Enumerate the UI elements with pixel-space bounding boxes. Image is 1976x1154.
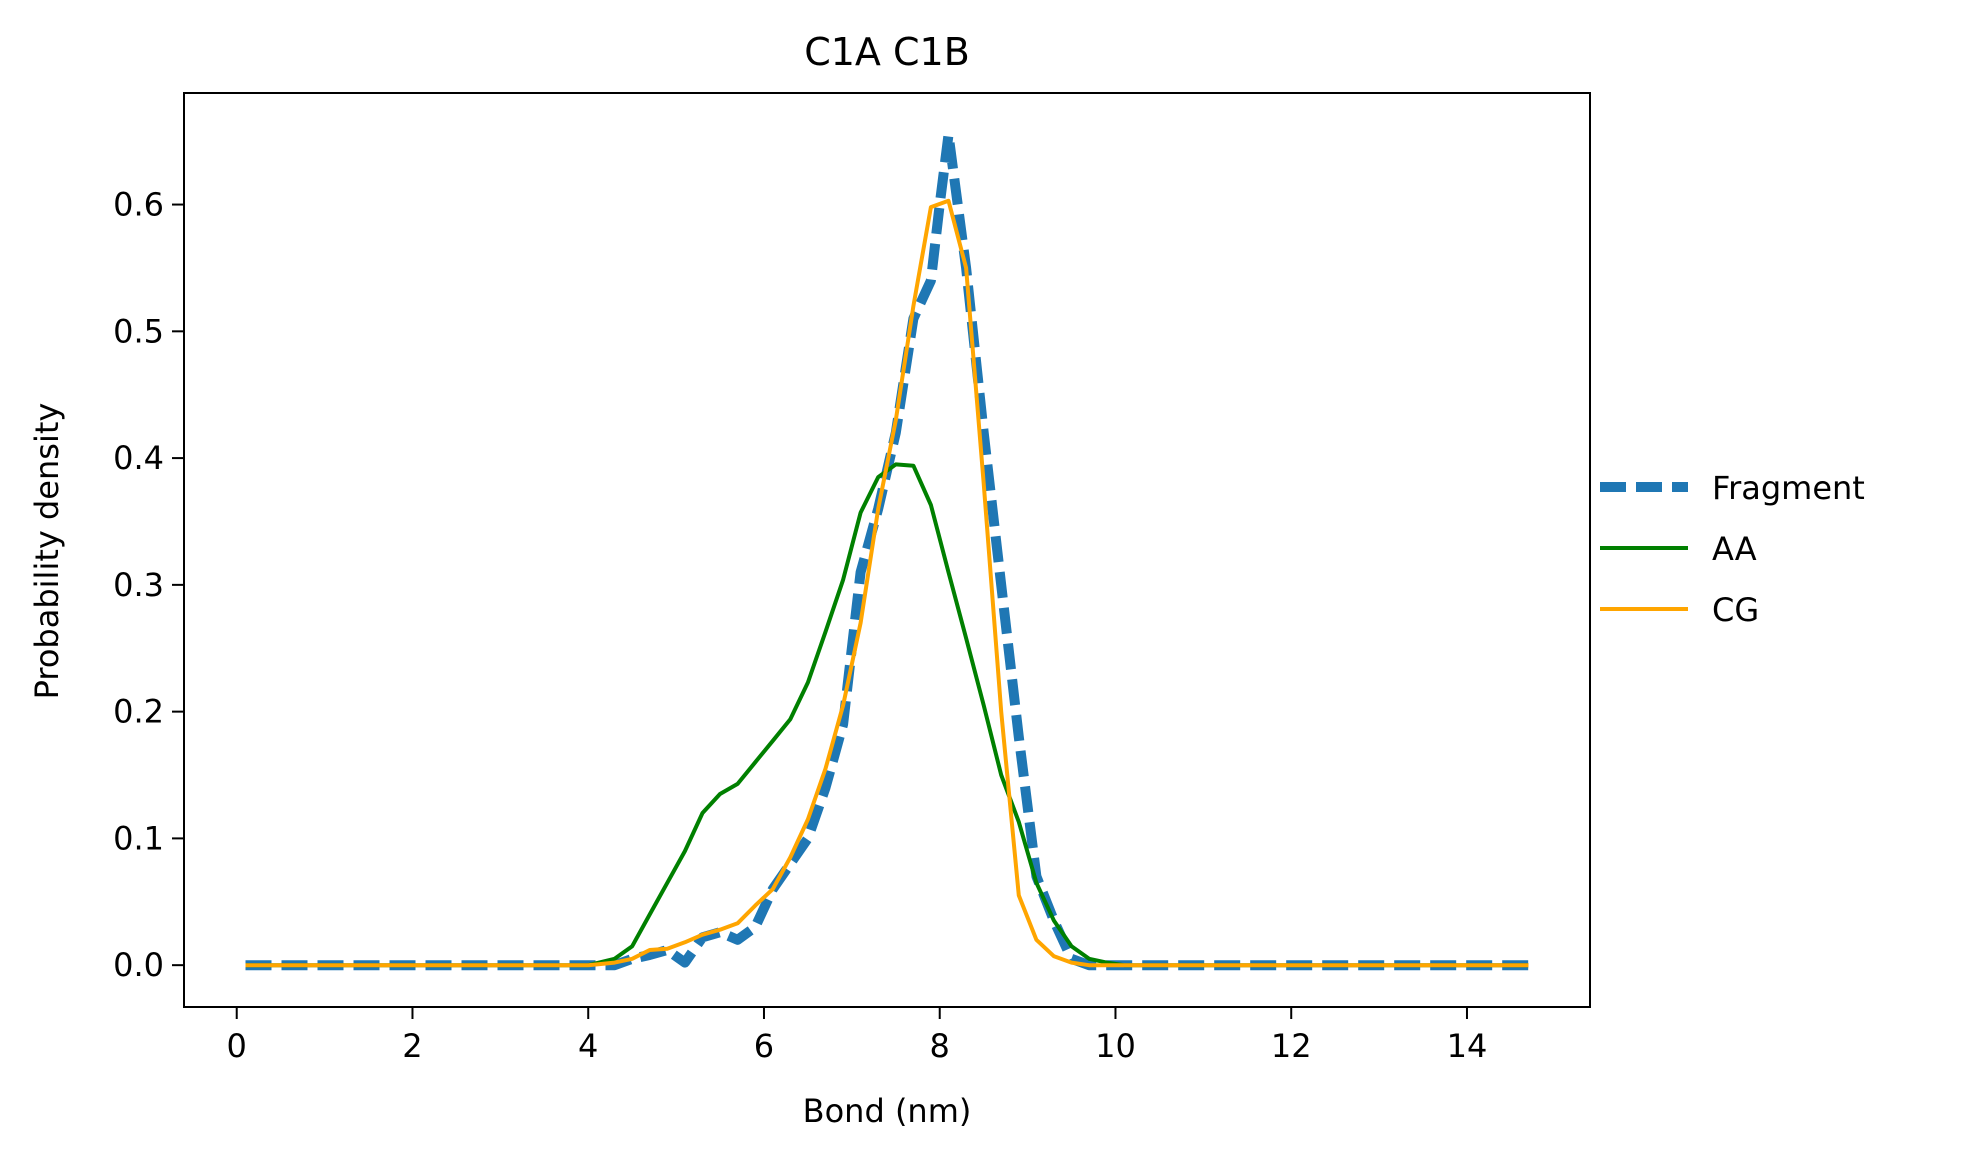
x-tick-label: 8 [930, 1027, 950, 1065]
x-tick-label: 0 [227, 1027, 247, 1065]
chart-title: C1A C1B [804, 30, 970, 74]
y-tick-label: 0.1 [113, 819, 164, 857]
x-axis-label: Bond (nm) [803, 1092, 972, 1130]
y-axis-ticks: 0.0 0.1 0.2 0.3 0.4 0.5 0.6 [113, 186, 184, 984]
y-tick-label: 0.5 [113, 312, 164, 350]
y-tick-label: 0.6 [113, 186, 164, 224]
y-tick-label: 0.2 [113, 693, 164, 731]
x-tick-label: 4 [578, 1027, 598, 1065]
legend: Fragment AA CG [1600, 469, 1865, 629]
y-axis-label: Probability density [28, 403, 66, 700]
y-tick-label: 0.4 [113, 439, 164, 477]
series-line-fragment [245, 129, 1529, 971]
legend-label-aa: AA [1712, 530, 1757, 568]
plot-area-frame [183, 92, 1591, 1008]
x-axis-ticks: 0 2 4 6 8 10 12 14 [227, 1007, 1488, 1065]
y-tick-label: 0.3 [113, 566, 164, 604]
series-line-aa [245, 462, 1529, 968]
series-line-cg [245, 198, 1529, 968]
y-tick-label: 0.0 [113, 946, 164, 984]
x-tick-label: 14 [1447, 1027, 1488, 1065]
x-tick-label: 6 [754, 1027, 774, 1065]
x-tick-label: 12 [1271, 1027, 1312, 1065]
legend-label-fragment: Fragment [1712, 469, 1865, 507]
legend-label-cg: CG [1712, 591, 1759, 629]
series-layer [245, 129, 1529, 971]
x-tick-label: 2 [402, 1027, 422, 1065]
x-tick-label: 10 [1095, 1027, 1136, 1065]
